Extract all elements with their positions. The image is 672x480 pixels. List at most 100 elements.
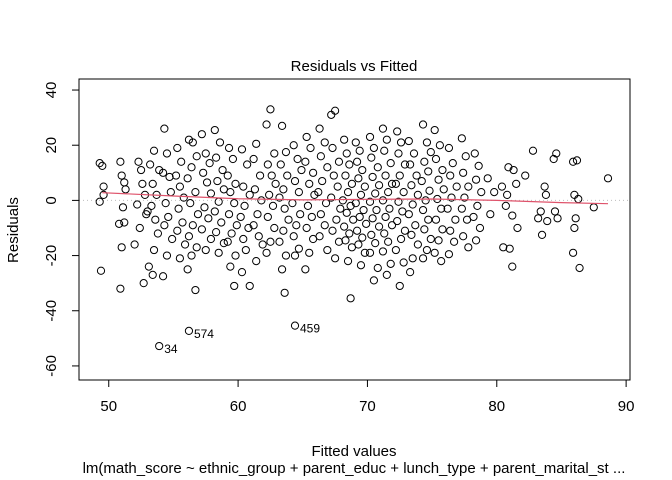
residual-point [117,243,126,252]
residual-point [459,232,468,241]
residual-point [289,141,298,150]
residual-point [341,236,350,245]
residual-point [191,285,200,295]
residual-point [99,190,108,199]
residual-point [505,244,514,253]
residual-point [164,212,173,222]
residual-point [175,182,184,191]
residual-point [179,193,188,202]
residual-point [184,232,194,241]
residual-point [411,221,420,230]
residual-point [396,138,406,147]
residual-point [95,197,104,206]
residual-point [418,205,428,215]
residual-point [483,174,492,183]
residual-point [192,243,201,252]
residual-point [553,214,562,223]
residual-point [332,215,341,224]
residual-point [232,221,241,230]
residual-point [303,201,313,211]
residual-point [133,200,142,209]
outlier-label: 34 [164,342,178,356]
residual-point [226,262,235,271]
residual-point [536,207,545,216]
x-tick-label: 90 [618,398,635,415]
residual-point [406,160,415,169]
residual-point [358,165,367,175]
residual-point [355,146,364,155]
residual-point [393,216,402,226]
residual-point [352,157,362,166]
residual-point [457,134,466,143]
residual-point [139,279,148,288]
y-tick-label: 40 [43,82,60,99]
residual-point [180,240,190,249]
residual-point [263,160,272,169]
residual-point [99,182,108,191]
residual-point [293,154,302,164]
residual-point [447,193,456,202]
residual-point [161,199,170,208]
residual-point [153,229,162,238]
residual-point [173,143,182,153]
residual-point [267,171,276,180]
residual-point [452,182,461,191]
residual-point [367,153,376,162]
residual-point [603,174,613,183]
residual-point [368,214,377,223]
residual-point [404,136,413,146]
residual-point [449,237,459,246]
residual-point [270,149,279,158]
residual-point [371,239,380,248]
residual-point [275,237,284,246]
residual-point [508,211,517,220]
residual-point [418,254,428,263]
residual-point [407,230,416,239]
residual-point [354,240,363,249]
residual-point [146,160,155,169]
residual-point [281,148,291,157]
residual-point [387,221,397,230]
residual-point [406,268,415,277]
x-axis-label: Fitted values [311,443,396,460]
residual-point [382,270,391,279]
residual-point [438,225,447,234]
residual-point [262,120,271,129]
residual-point [394,197,403,206]
residual-point [135,223,144,233]
y-axis: -60 -40 -20 0 20 40 [43,82,80,377]
residual-point [521,171,530,180]
residual-point [114,219,124,228]
residual-point [340,135,349,144]
residual-point [334,157,344,166]
residual-point [356,261,366,270]
residual-point [165,172,174,182]
residual-point [183,174,192,183]
residual-point [175,254,184,263]
residual-point [306,143,315,153]
residual-point [369,143,379,153]
residual-point [346,201,355,211]
residual-point [280,204,289,213]
residual-point [439,185,448,194]
residual-point [552,149,561,158]
residual-point [263,212,272,222]
residual-point [469,212,478,222]
residual-point [430,248,439,257]
residual-point [343,256,353,266]
residual-point [355,212,364,222]
residual-point [277,265,287,274]
residual-point [380,229,389,238]
residual-point [284,215,293,224]
residual-point [309,168,318,177]
residual-point [417,176,426,186]
residual-point [265,190,274,199]
residual-point [464,182,473,191]
residual-point [134,157,143,166]
residual-point [356,190,366,199]
residual-point [537,230,547,239]
residual-point [158,168,168,177]
residual-point [302,132,311,142]
y-tick-label: -60 [43,355,60,377]
residual-point [243,160,252,169]
